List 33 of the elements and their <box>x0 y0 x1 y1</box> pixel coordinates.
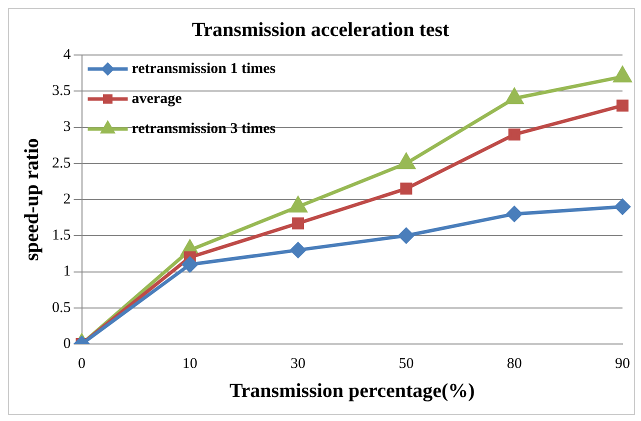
point <box>616 100 628 112</box>
point <box>398 154 415 170</box>
y-tick-label: 4 <box>63 46 72 63</box>
x-tick-label: 90 <box>615 356 630 372</box>
y-tick-label: 0 <box>63 336 71 352</box>
x-tick-label: 10 <box>182 356 198 372</box>
point <box>398 228 414 244</box>
point <box>614 66 632 82</box>
y-tick-label: 3 <box>63 119 71 136</box>
y-tick-label: 1 <box>63 264 71 280</box>
point <box>292 217 304 230</box>
point <box>506 206 522 222</box>
x-tick-label: 0 <box>78 356 86 372</box>
legend-label: retransmission 3 times <box>132 120 276 137</box>
point <box>290 242 306 258</box>
x-tick-label: 50 <box>398 356 414 372</box>
point <box>508 128 520 140</box>
point <box>400 182 412 195</box>
point <box>614 198 630 214</box>
point <box>182 256 198 272</box>
y-tick-label: 2 <box>63 191 71 208</box>
y-tick-label: 1.5 <box>52 228 71 244</box>
legend-label: retransmission 1 times <box>132 60 276 77</box>
chart-title: Transmission acceleration test <box>192 19 450 42</box>
y-tick-label: 0.5 <box>52 300 71 316</box>
x-tick-label: 80 <box>506 356 522 372</box>
x-axis-title: Transmission percentage(%) <box>229 380 475 402</box>
y-tick-label: 3.5 <box>52 83 71 100</box>
point <box>506 88 524 104</box>
x-tick-label: 30 <box>290 356 306 372</box>
y-tick-label: 2.5 <box>52 155 71 172</box>
legend-label: average <box>132 90 182 107</box>
y-axis-title: speed-up ratio <box>21 138 44 261</box>
